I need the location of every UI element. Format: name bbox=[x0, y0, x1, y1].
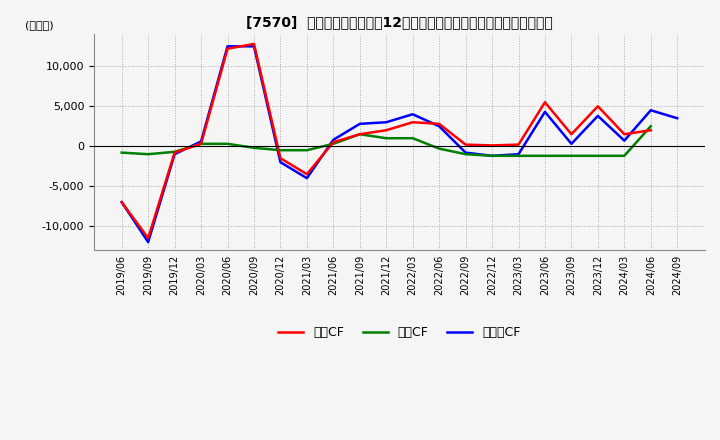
フリーCF bbox=[514, 151, 523, 157]
Y-axis label: (百万円): (百万円) bbox=[24, 20, 53, 30]
投資CF bbox=[487, 153, 496, 158]
営業CF bbox=[462, 142, 470, 147]
フリーCF bbox=[382, 120, 390, 125]
営業CF bbox=[620, 132, 629, 137]
投資CF bbox=[647, 124, 655, 129]
営業CF bbox=[408, 120, 417, 125]
営業CF bbox=[171, 150, 179, 155]
投資CF bbox=[197, 141, 205, 147]
フリーCF bbox=[223, 44, 232, 49]
フリーCF bbox=[408, 112, 417, 117]
営業CF bbox=[593, 103, 602, 109]
営業CF bbox=[117, 199, 126, 205]
営業CF bbox=[567, 132, 576, 137]
営業CF bbox=[329, 139, 338, 145]
投資CF bbox=[276, 147, 284, 153]
フリーCF bbox=[197, 139, 205, 144]
フリーCF bbox=[567, 141, 576, 147]
フリーCF bbox=[593, 113, 602, 118]
営業CF bbox=[435, 121, 444, 126]
投資CF bbox=[329, 141, 338, 147]
営業CF bbox=[356, 132, 364, 137]
投資CF bbox=[223, 141, 232, 147]
フリーCF bbox=[356, 121, 364, 126]
Legend: 営業CF, 投資CF, フリーCF: 営業CF, 投資CF, フリーCF bbox=[273, 321, 526, 344]
フリーCF bbox=[144, 239, 153, 245]
フリーCF bbox=[329, 137, 338, 143]
フリーCF bbox=[117, 199, 126, 205]
投資CF bbox=[302, 147, 311, 153]
営業CF bbox=[302, 172, 311, 177]
フリーCF bbox=[276, 160, 284, 165]
投資CF bbox=[567, 153, 576, 158]
営業CF bbox=[647, 128, 655, 133]
Title: [7570]  キャッシュフローの12か月移動合計の対前年同期増減額の推移: [7570] キャッシュフローの12か月移動合計の対前年同期増減額の推移 bbox=[246, 15, 553, 29]
営業CF bbox=[541, 99, 549, 105]
投資CF bbox=[541, 153, 549, 158]
投資CF bbox=[356, 132, 364, 137]
フリーCF bbox=[487, 153, 496, 158]
投資CF bbox=[250, 145, 258, 150]
フリーCF bbox=[462, 150, 470, 155]
投資CF bbox=[382, 136, 390, 141]
フリーCF bbox=[435, 124, 444, 129]
フリーCF bbox=[673, 116, 682, 121]
投資CF bbox=[462, 151, 470, 157]
フリーCF bbox=[171, 151, 179, 157]
投資CF bbox=[117, 150, 126, 155]
Line: フリーCF: フリーCF bbox=[122, 46, 678, 242]
営業CF bbox=[514, 142, 523, 147]
投資CF bbox=[620, 153, 629, 158]
投資CF bbox=[593, 153, 602, 158]
投資CF bbox=[408, 136, 417, 141]
フリーCF bbox=[620, 138, 629, 143]
営業CF bbox=[197, 141, 205, 147]
営業CF bbox=[382, 128, 390, 133]
Line: 営業CF: 営業CF bbox=[122, 44, 651, 238]
フリーCF bbox=[302, 176, 311, 181]
営業CF bbox=[487, 143, 496, 148]
フリーCF bbox=[250, 44, 258, 49]
フリーCF bbox=[541, 109, 549, 114]
営業CF bbox=[144, 235, 153, 241]
営業CF bbox=[250, 41, 258, 47]
営業CF bbox=[223, 46, 232, 51]
投資CF bbox=[171, 149, 179, 154]
営業CF bbox=[276, 156, 284, 161]
フリーCF bbox=[647, 108, 655, 113]
投資CF bbox=[514, 153, 523, 158]
Line: 投資CF: 投資CF bbox=[122, 126, 651, 156]
投資CF bbox=[144, 151, 153, 157]
投資CF bbox=[435, 146, 444, 151]
